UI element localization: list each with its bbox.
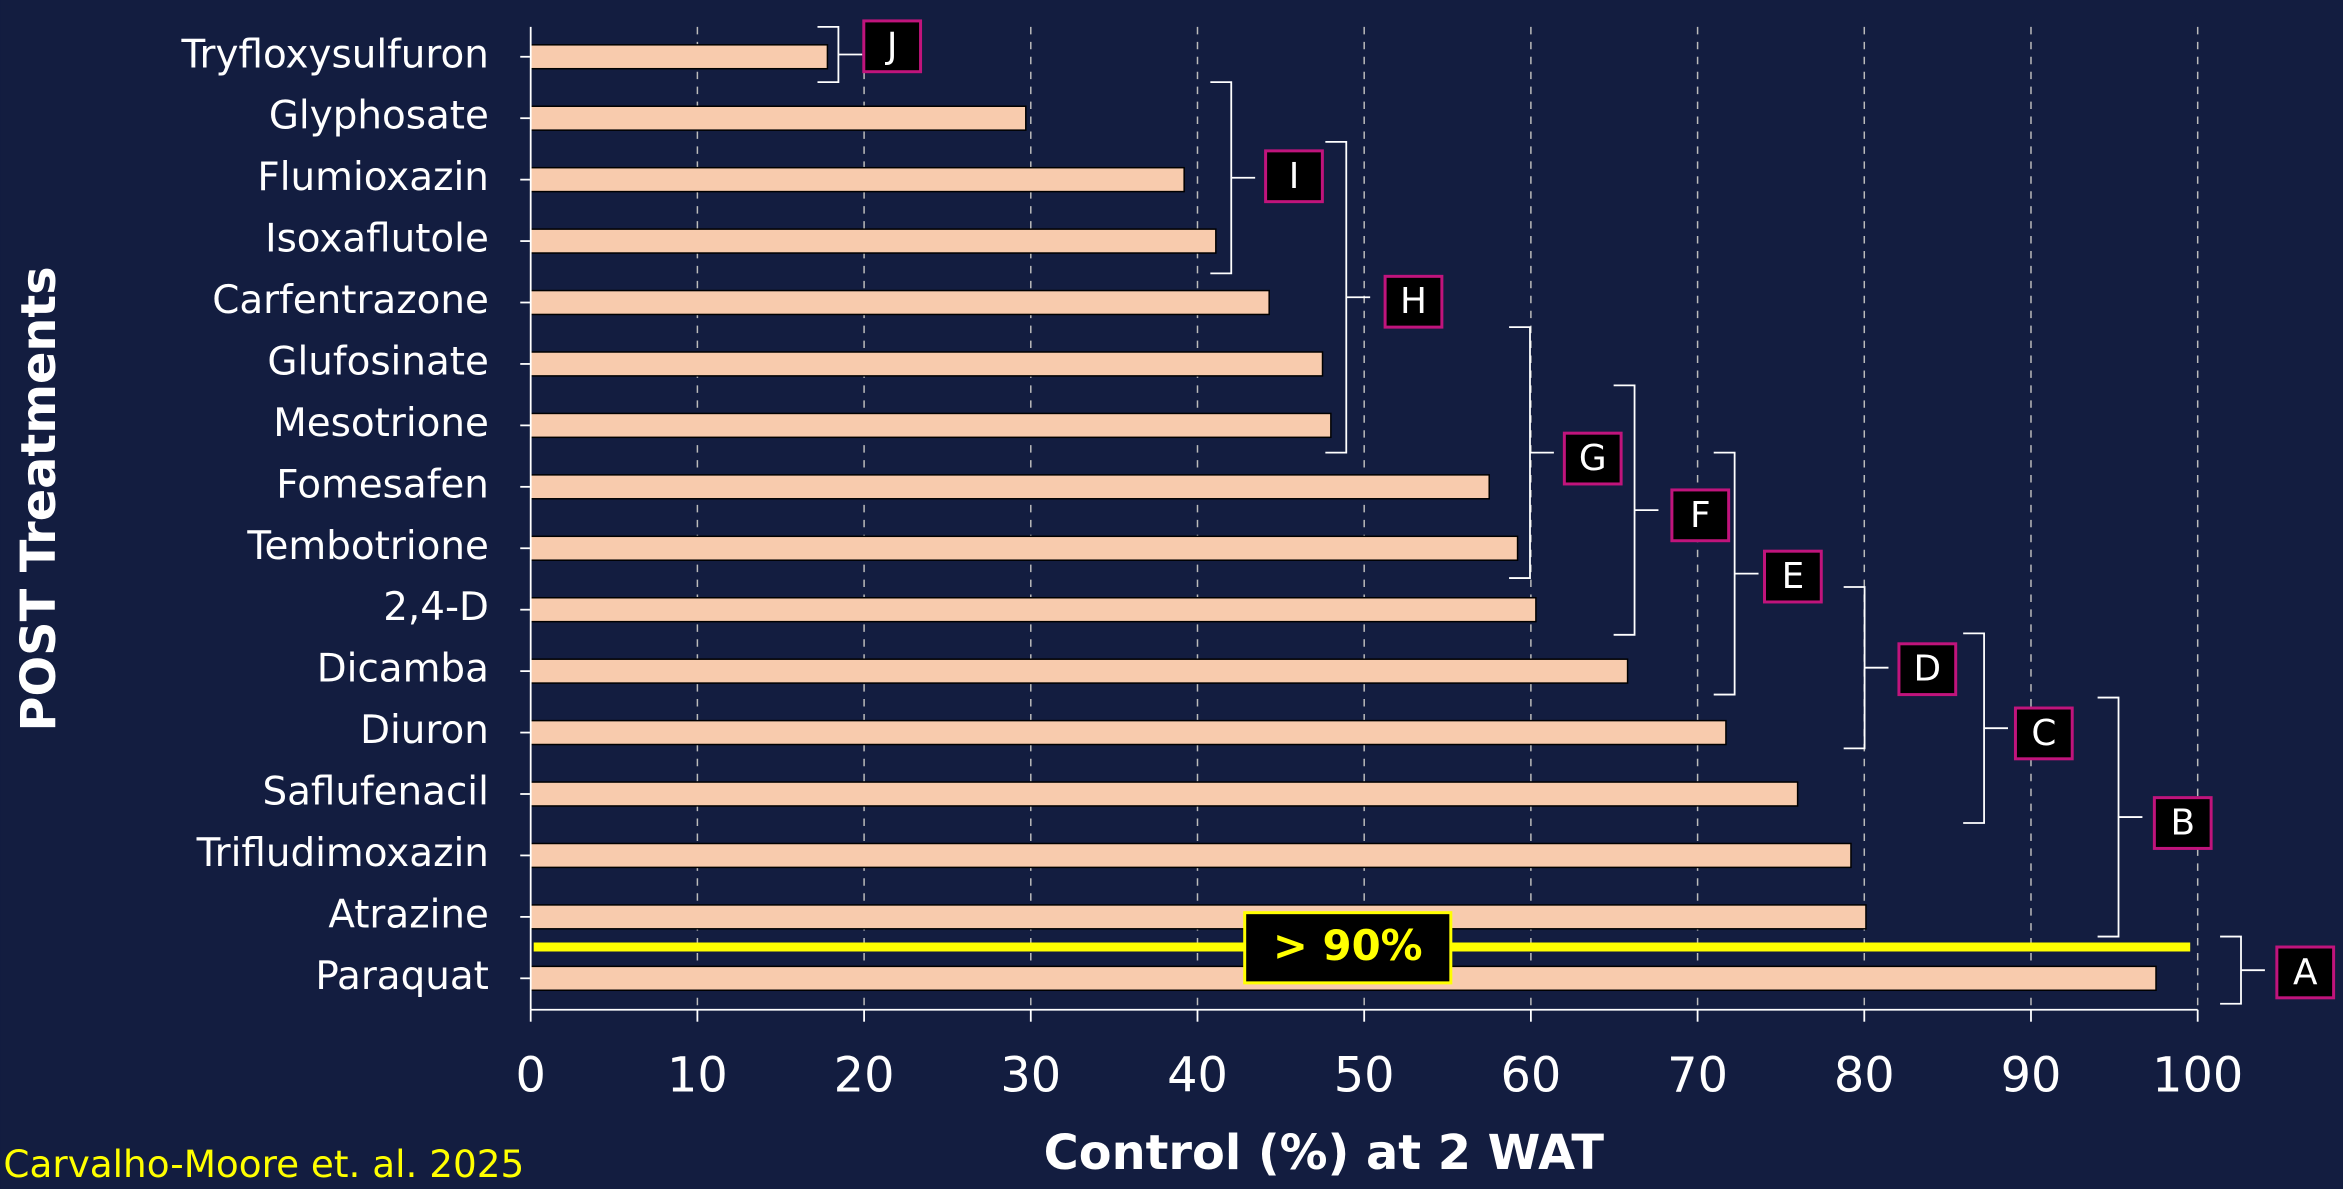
bracket [1843,586,1889,750]
group-box [2275,945,2336,1000]
annotation: > 90% [1273,921,1423,970]
x-tick-label: 40 [1167,1048,1228,1103]
y-tick-label: Fomesafen [276,462,489,507]
bar [529,842,1852,869]
group-label: H [1400,281,1427,322]
y-tick-label: Dicamba [317,647,489,692]
bar [529,289,1270,316]
y-tick-label: 2,4-D [383,585,489,630]
bars [529,44,2157,992]
group-box [1763,549,1823,604]
x-tick-label: 70 [1667,1048,1728,1103]
bracket [1613,384,1659,636]
bar [529,412,1332,439]
y-tick-label: Trifludimoxazin [196,831,489,876]
group-label: I [1289,156,1300,197]
y-tick-label: Flumioxazin [257,155,488,200]
x-tick-label: 20 [834,1048,895,1103]
y-tick-label: Atrazine [328,892,489,937]
bar [529,105,1027,131]
group-box [1383,274,1444,329]
group-label: B [2170,803,2195,844]
y-tick-label: Glyphosate [269,94,489,139]
group-label: E [1782,556,1805,597]
y-tick-label: Carfentrazone [212,278,489,323]
bracket [1325,141,1371,454]
group-label: G [1579,438,1607,479]
y-tick-label: Mesotrione [273,401,489,446]
x-tick-label: 60 [1500,1048,1561,1103]
bar [529,781,1799,807]
y-axis-label: POST Treatments [12,266,67,731]
bracket [1963,632,2008,824]
y-tick-label: Isoxaflutole [265,217,489,262]
group-box [862,19,923,74]
y-tick-label: Tembotrione [246,524,488,569]
bar [529,351,1324,377]
bar [529,596,1537,623]
y-tick-label: Glufosinate [267,339,488,384]
bracket [1713,451,1759,696]
x-tick-label: 10 [667,1048,728,1103]
grid [520,26,2199,1022]
group-label: J [885,26,898,67]
bar [529,228,1217,254]
annotation-box [1243,911,1453,985]
x-axis-label: Control (%) at 2 WAT [1044,1126,1605,1181]
bracket [2220,935,2265,1005]
group-label: F [1690,495,1711,536]
x-tick-label: 0 [515,1048,545,1103]
y-tick-label: Saflufenacil [262,770,488,815]
group-label: D [1914,649,1942,690]
bracket [1210,81,1256,275]
y-tick-label: Diuron [360,708,489,753]
bracket [817,25,863,84]
bar [529,658,1629,684]
bar [529,166,1185,193]
bracket [1509,326,1554,579]
group-box [1264,149,1324,204]
group-box [1562,431,1623,486]
x-tick-label: 30 [1000,1048,1061,1103]
x-tick-label: 50 [1334,1048,1395,1103]
group-box [1897,642,1958,697]
group-box [2013,706,2074,761]
x-tick-label: 100 [2152,1048,2243,1103]
bar [529,904,1867,930]
group-label: C [2031,713,2056,754]
y-tick-label: Paraquat [315,954,489,999]
bracket [2097,696,2143,938]
bar [529,474,1490,500]
y-tick-label: Tryfloxysulfuron [181,32,489,77]
bar [529,44,829,70]
group-label: A [2293,952,2318,993]
bar [529,535,1519,561]
x-tick-label: 80 [1834,1048,1895,1103]
bar [529,719,1727,746]
group-box [2152,796,2213,850]
brackets: J I H G F E D C B A [817,19,2336,1005]
x-tick-label: 90 [2001,1048,2062,1103]
source: Carvalho-Moore et. al. 2025 [3,1142,524,1186]
group-box [1670,488,1731,543]
